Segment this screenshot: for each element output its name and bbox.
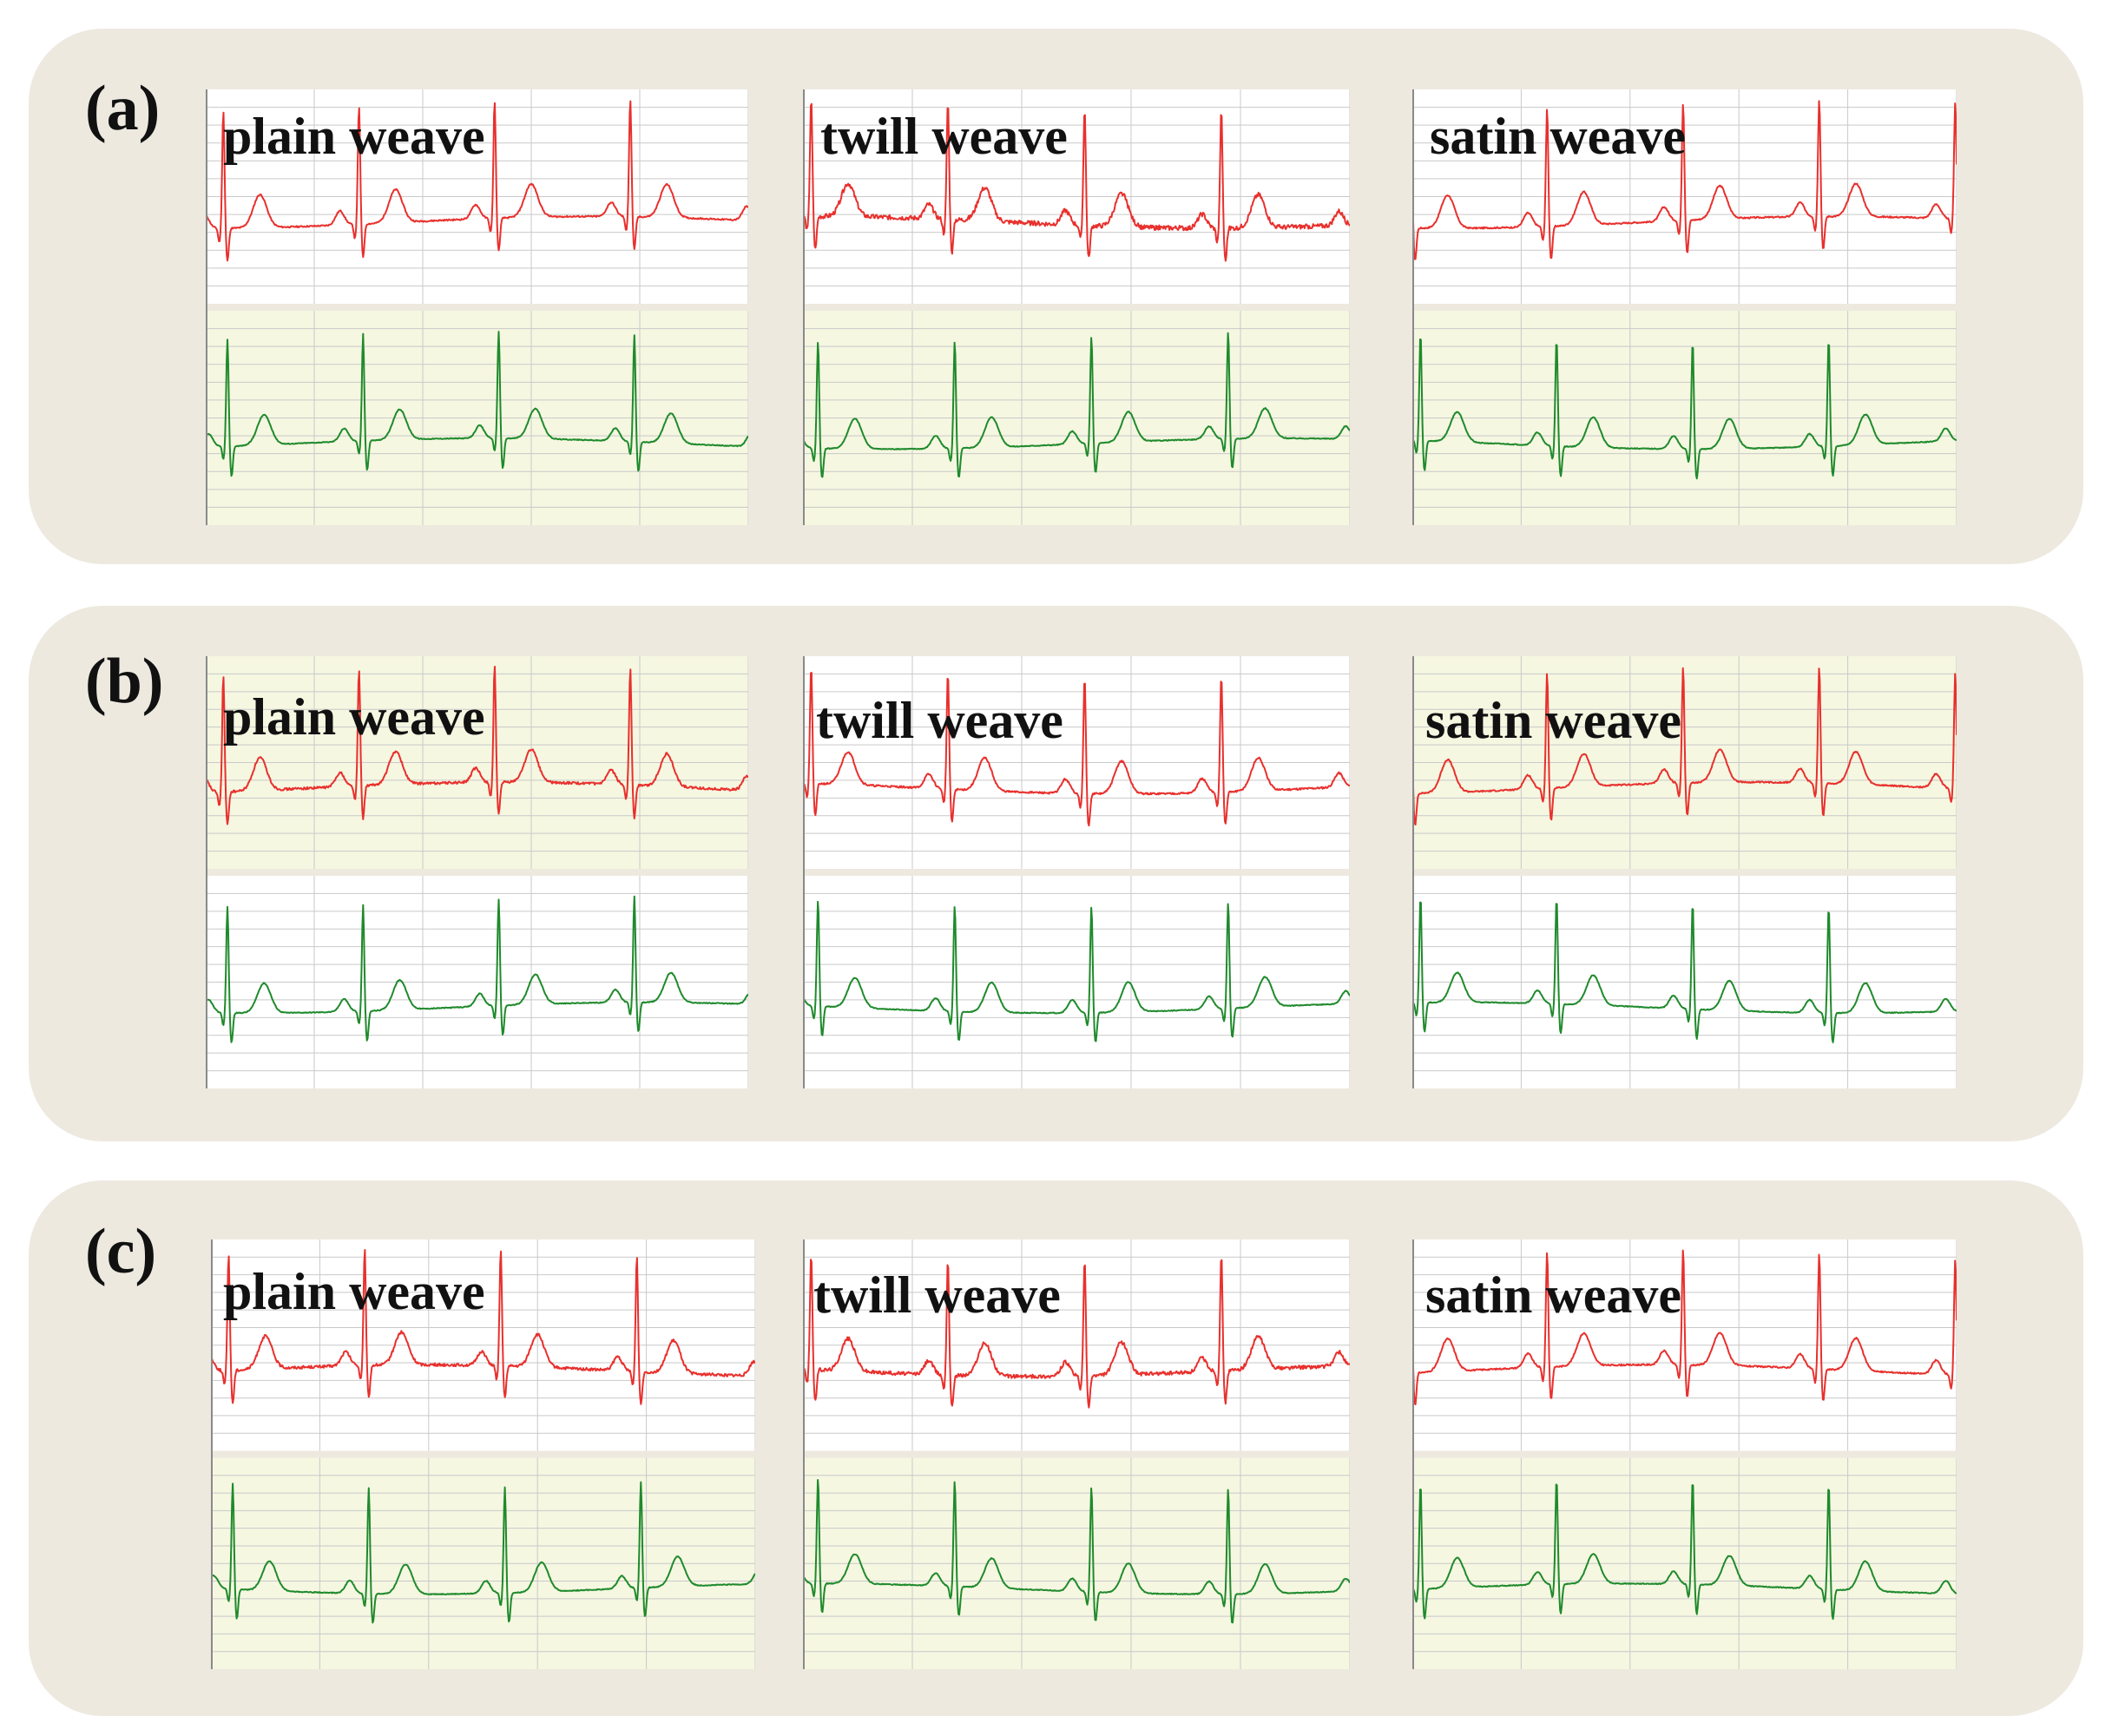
ecg-panel-twill-weave: twill weave	[803, 656, 1350, 1088]
ecg-trace	[206, 100, 748, 262]
panel-title: twill weave	[813, 1266, 1061, 1324]
ecg-chart	[1412, 656, 1957, 1088]
ecg-panel-twill-weave: twill weave	[803, 1240, 1350, 1669]
ecg-panel-plain-weave: plain weave	[206, 89, 748, 525]
panel-title: satin weave	[1430, 108, 1686, 165]
ecg-panel-satin-weave: satin weave	[1412, 656, 1957, 1088]
ecg-chart	[206, 656, 748, 1088]
ecg-panel-plain-weave: plain weave	[206, 656, 748, 1088]
panel-title: plain weave	[223, 108, 485, 165]
ecg-trace	[803, 102, 1350, 262]
ecg-chart	[803, 89, 1350, 525]
panel-title: twill weave	[820, 108, 1068, 165]
ecg-trace	[211, 1481, 755, 1624]
ecg-trace	[1412, 338, 1957, 480]
row-label: (a)	[85, 73, 161, 144]
ecg-chart	[211, 1240, 755, 1669]
ecg-trace	[803, 672, 1350, 827]
ecg-chart	[206, 89, 748, 525]
ecg-trace	[803, 1259, 1350, 1409]
ecg-panel-satin-weave: satin weave	[1412, 89, 1957, 525]
ecg-trace	[206, 331, 748, 477]
ecg-chart	[1412, 89, 1957, 525]
ecg-trace	[1412, 667, 1957, 825]
panel-title: satin weave	[1425, 1266, 1681, 1324]
row-label: (c)	[85, 1216, 157, 1287]
panel-title: plain weave	[223, 1263, 485, 1320]
ecg-panel-twill-weave: twill weave	[803, 89, 1350, 525]
panel-title: satin weave	[1425, 692, 1681, 749]
ecg-chart	[1412, 1240, 1957, 1669]
ecg-trace	[211, 1249, 755, 1405]
ecg-panel-plain-weave: plain weave	[211, 1240, 755, 1669]
panel-title: plain weave	[223, 688, 485, 746]
ecg-trace	[1412, 901, 1957, 1043]
ecg-panel-satin-weave: satin weave	[1412, 1240, 1957, 1669]
ecg-trace	[803, 900, 1350, 1042]
ecg-trace	[803, 332, 1350, 478]
row-label: (b)	[85, 646, 164, 717]
ecg-trace	[1412, 100, 1957, 260]
ecg-chart	[803, 1240, 1350, 1669]
panel-title: twill weave	[816, 692, 1063, 749]
ecg-chart	[803, 656, 1350, 1088]
ecg-trace	[1412, 1249, 1957, 1405]
ecg-trace	[206, 895, 748, 1043]
ecg-trace	[1412, 1483, 1957, 1621]
ecg-trace	[206, 666, 748, 825]
ecg-trace	[803, 1479, 1350, 1624]
